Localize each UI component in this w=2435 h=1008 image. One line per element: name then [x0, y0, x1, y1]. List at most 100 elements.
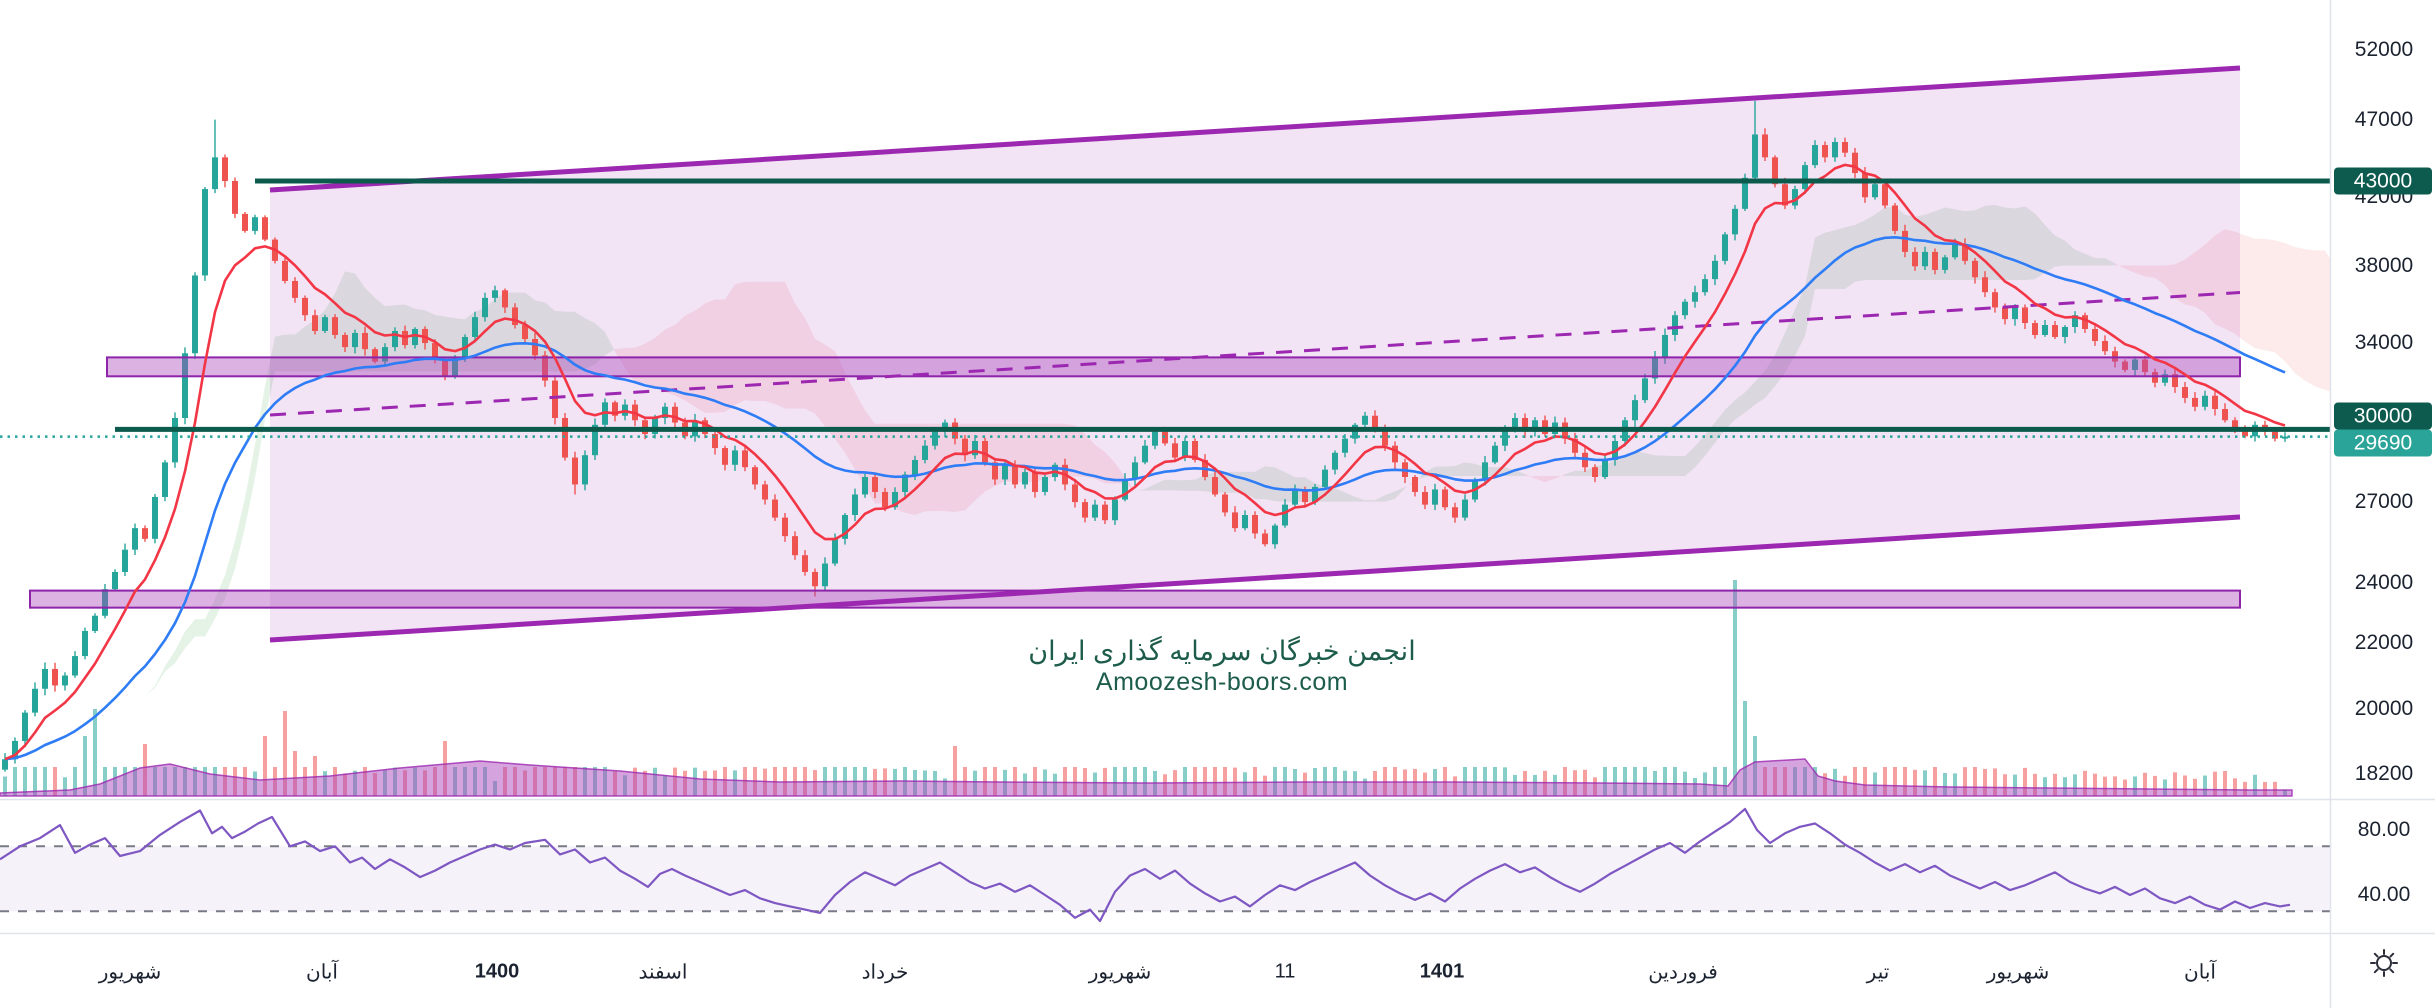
- cloud-segment: [1335, 488, 1345, 502]
- candle-body: [2032, 323, 2038, 335]
- cloud-segment: [405, 304, 415, 372]
- candle-body: [802, 555, 808, 572]
- candle-body: [162, 462, 168, 498]
- candle-body: [52, 668, 58, 686]
- cloud-segment: [2335, 267, 2345, 394]
- cloud-segment: [2025, 206, 2035, 280]
- candle-body: [1442, 489, 1448, 508]
- cloud-segment: [145, 686, 155, 696]
- cloud-segment: [2135, 265, 2145, 277]
- cloud-segment: [2325, 250, 2330, 392]
- candle-body: [492, 290, 498, 298]
- cloud-segment: [2075, 249, 2085, 266]
- candle-body: [1972, 260, 1978, 278]
- volume-bar: [1113, 767, 1117, 796]
- candle-body: [1042, 477, 1048, 492]
- volume-bar: [1673, 767, 1677, 796]
- cloud-segment: [125, 708, 135, 715]
- volume-bar: [2143, 772, 2147, 796]
- candle-body: [1392, 445, 1398, 463]
- sun-icon[interactable]: [2360, 940, 2408, 986]
- rsi-pane: [0, 807, 2330, 923]
- volume-bar: [2083, 770, 2087, 796]
- candle-body: [1072, 484, 1078, 503]
- last-price-badge-29690: 29690: [2334, 429, 2432, 457]
- candle-body: [1862, 173, 1868, 198]
- volume-bar: [93, 709, 97, 796]
- candle-body: [502, 290, 508, 308]
- candle-body: [1692, 292, 1698, 302]
- cloud-segment: [1845, 225, 1855, 289]
- time-tick-شهریور: شهریور: [98, 961, 162, 984]
- candle-body: [1662, 334, 1668, 358]
- cloud-segment: [1745, 381, 1755, 413]
- candle-body: [2, 759, 8, 770]
- channel-top-line[interactable]: [269, 65, 2241, 193]
- candle-body: [2132, 359, 2138, 370]
- candle-body: [412, 328, 418, 346]
- time-tick-1401: 1401: [1419, 960, 1465, 983]
- candle-body: [1772, 157, 1778, 185]
- candle-body: [342, 334, 348, 348]
- zone-rectangle-2[interactable]: [29, 589, 2241, 609]
- volume-ma-area: [0, 758, 2293, 797]
- volume-bar: [1213, 767, 1217, 796]
- candle-body: [1322, 469, 1328, 487]
- candle-body: [1302, 489, 1308, 503]
- candle-body: [252, 217, 258, 231]
- volume-bar: [23, 767, 27, 796]
- candle-body: [1992, 292, 1998, 308]
- time-tick-شهریور: شهریور: [1088, 961, 1152, 984]
- candle-body: [1512, 417, 1518, 430]
- candle-body: [1882, 184, 1888, 206]
- volume-bar: [2103, 776, 2107, 796]
- ma-fast-line[interactable]: [4, 163, 2286, 761]
- candle-body: [1812, 145, 1818, 166]
- cloud-segment: [2035, 213, 2045, 280]
- channel-median-dashed-line[interactable]: [269, 291, 2241, 417]
- candle-body: [2202, 395, 2208, 407]
- candle-body: [712, 434, 718, 449]
- volume-bar: [1063, 767, 1067, 796]
- candle-body: [1652, 357, 1658, 379]
- candle-body: [92, 615, 98, 631]
- cloud-segment: [2305, 249, 2315, 387]
- candle-body: [552, 380, 558, 418]
- cloud-segment: [2105, 258, 2115, 266]
- candle-body: [2002, 307, 2008, 320]
- cloud-segment: [1875, 207, 1885, 280]
- candle-body: [582, 455, 588, 485]
- candle-body: [1312, 486, 1318, 503]
- cloud-segment: [605, 332, 615, 356]
- candle-body: [352, 332, 358, 348]
- candle-body: [2082, 315, 2088, 329]
- candle-body: [1332, 452, 1338, 470]
- cloud-segment: [2225, 229, 2235, 334]
- volume-bar: [1973, 767, 1977, 796]
- candle-body: [902, 474, 908, 492]
- candle-body: [922, 445, 928, 460]
- cloud-segment: [1355, 496, 1365, 502]
- cloud-segment: [1675, 456, 1685, 477]
- candle-body: [1252, 514, 1258, 534]
- level-badge-43000: 43000: [2334, 167, 2432, 195]
- candle-body: [382, 347, 388, 362]
- cloud-segment: [1545, 476, 1555, 483]
- candle-body: [2162, 374, 2168, 383]
- candle-body: [1232, 512, 1238, 529]
- candle-body: [2012, 307, 2018, 320]
- candle-body: [1792, 189, 1798, 206]
- volume-bar: [2093, 773, 2097, 796]
- volume-bar: [2063, 777, 2067, 796]
- volume-bar: [2013, 774, 2017, 796]
- cloud-segment: [665, 324, 675, 396]
- watermark-line1: انجمن خبرگان سرمایه گذاری ایران: [1028, 636, 1416, 666]
- candle-body: [322, 317, 328, 331]
- candle-body: [812, 571, 818, 587]
- candle-body: [1962, 244, 1968, 261]
- cloud-segment: [1775, 332, 1785, 387]
- time-tick-خرداد: خرداد: [861, 961, 909, 984]
- channel-bottom-line[interactable]: [269, 514, 2241, 643]
